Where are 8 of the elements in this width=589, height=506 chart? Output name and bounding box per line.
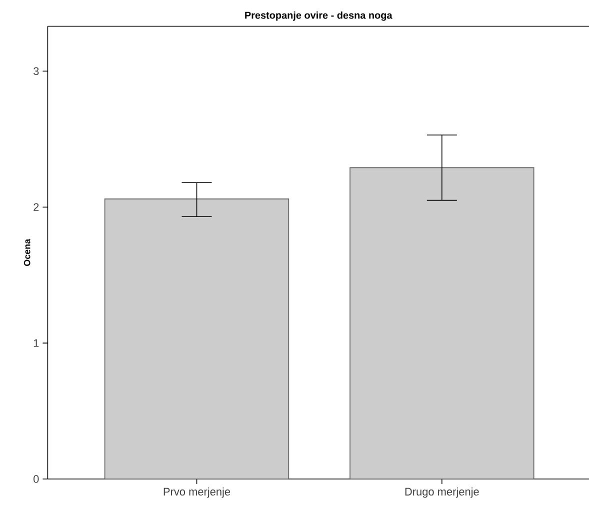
y-tick-label: 1: [34, 339, 39, 347]
x-tick-label: Drugo merjenje: [405, 488, 479, 498]
x-tick-label: Prvo merjenje: [164, 488, 230, 498]
y-tick-label: 0: [34, 475, 39, 483]
y-tick-label: 3: [34, 67, 39, 76]
chart-title: Prestopanje ovire - desna noga: [245, 11, 392, 21]
y-axis-title: Ocena: [24, 238, 30, 266]
y-tick-label: 2: [34, 203, 39, 211]
